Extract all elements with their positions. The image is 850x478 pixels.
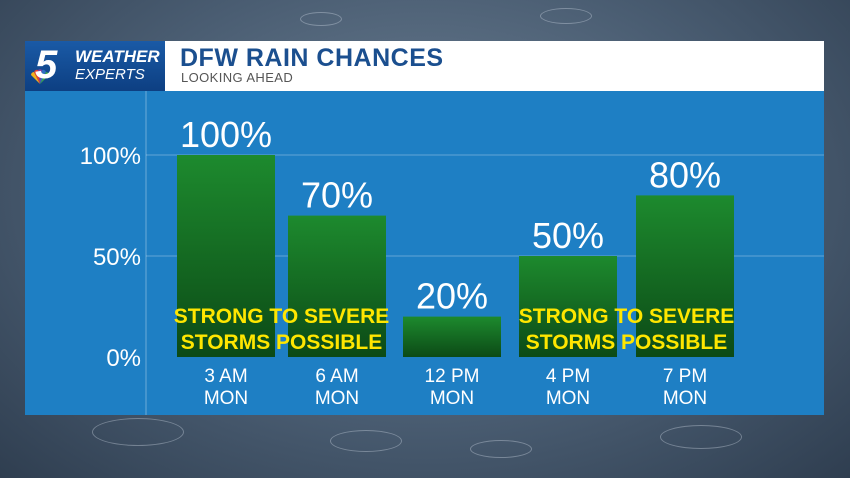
bar <box>636 195 734 357</box>
page-title: DFW RAIN CHANCES <box>180 44 444 72</box>
logo-line1: WEATHER <box>75 47 160 66</box>
severe-storm-annotation: STORMS POSSIBLE <box>526 331 727 354</box>
rain-ripple <box>300 12 342 26</box>
severe-storm-annotation: STRONG TO SEVERE <box>519 305 735 328</box>
y-tick-label: 50% <box>93 244 141 271</box>
x-tick-label: MON <box>204 388 248 409</box>
rain-ripple <box>540 8 592 24</box>
rain-ripple <box>470 440 532 458</box>
severe-storm-annotation: STORMS POSSIBLE <box>181 331 382 354</box>
bar <box>403 316 501 357</box>
bar-value-label: 20% <box>416 276 488 317</box>
logo-number: 5 <box>35 43 58 87</box>
y-tick-label: 100% <box>80 143 141 170</box>
x-tick-label: MON <box>315 388 359 409</box>
bar <box>288 215 386 357</box>
x-tick-label: 6 AM <box>315 366 358 387</box>
rain-ripple <box>92 418 184 446</box>
severe-storm-annotation: STRONG TO SEVERE <box>174 305 390 328</box>
x-tick-label: MON <box>430 388 474 409</box>
x-tick-label: MON <box>663 388 707 409</box>
bar-value-label: 50% <box>532 215 604 256</box>
x-tick-label: 7 PM <box>663 366 707 387</box>
page-subtitle: LOOKING AHEAD <box>181 70 294 85</box>
bar-value-label: 80% <box>649 154 721 195</box>
bar <box>519 256 617 357</box>
x-tick-label: MON <box>546 388 590 409</box>
x-tick-label: 3 AM <box>204 366 247 387</box>
bar-value-label: 100% <box>180 114 272 155</box>
station-logo: 5 WEATHER EXPERTS <box>25 41 165 91</box>
y-tick-label: 0% <box>106 345 141 372</box>
bar <box>177 155 275 357</box>
rain-ripple <box>660 425 742 449</box>
rain-ripple <box>330 430 402 452</box>
peacock-icon <box>31 69 49 84</box>
x-tick-label: 12 PM <box>425 366 480 387</box>
x-tick-label: 4 PM <box>546 366 590 387</box>
logo-line2: EXPERTS <box>75 66 145 83</box>
bar-value-label: 70% <box>301 175 373 216</box>
